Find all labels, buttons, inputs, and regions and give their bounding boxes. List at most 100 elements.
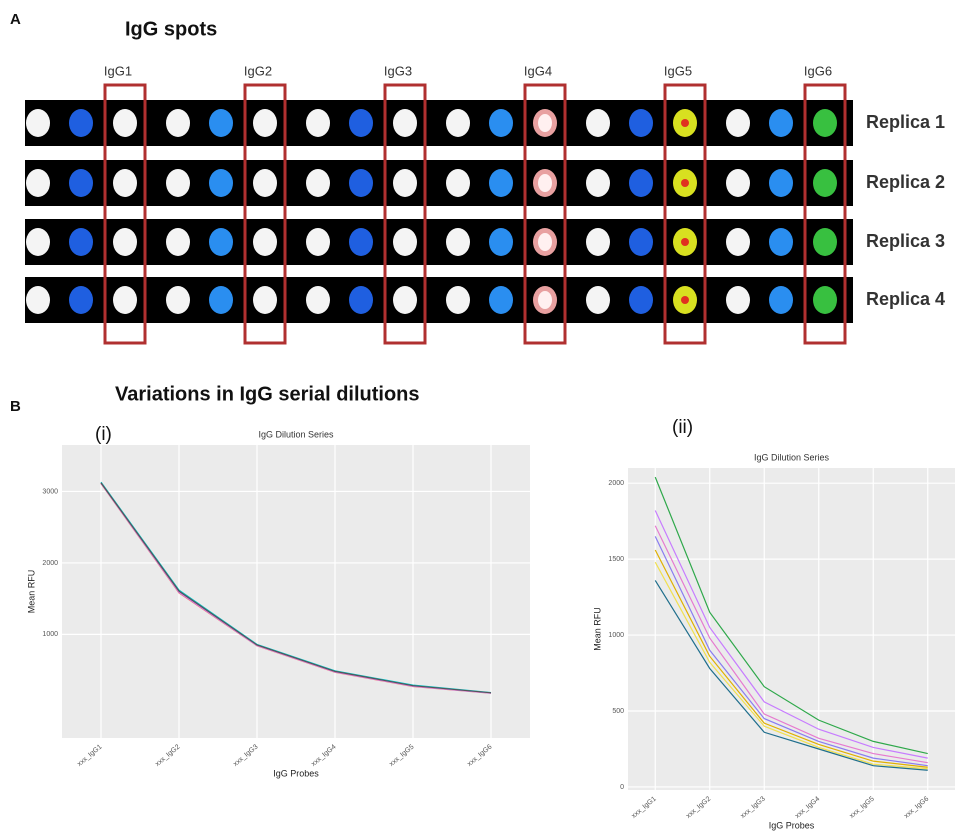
spot xyxy=(349,228,373,256)
spot xyxy=(393,228,417,256)
y-axis-label: Mean RFU xyxy=(26,570,36,614)
subpanel-label: (i) xyxy=(95,424,112,445)
spot xyxy=(113,286,137,314)
spot xyxy=(489,286,513,314)
spot xyxy=(166,286,190,314)
spot xyxy=(26,109,50,137)
x-tick-label: xxx_IgG3 xyxy=(232,744,259,768)
spot xyxy=(629,109,653,137)
y-tick-label: 3000 xyxy=(42,488,58,495)
x-tick-label: xxx_IgG5 xyxy=(849,796,876,820)
chart-title: IgG Dilution Series xyxy=(754,452,830,462)
spot xyxy=(393,169,417,197)
y-tick-label: 1500 xyxy=(608,556,624,563)
spot xyxy=(813,109,837,137)
y-axis-label: Mean RFU xyxy=(592,607,602,651)
spot xyxy=(446,169,470,197)
figure: A IgG spots B Variations in IgG serial d… xyxy=(0,0,958,833)
x-tick-label: xxx_IgG4 xyxy=(794,796,821,820)
probe-label: IgG1 xyxy=(104,63,132,78)
spot xyxy=(166,228,190,256)
plot-background xyxy=(62,445,530,738)
spot xyxy=(681,238,689,246)
y-tick-label: 1000 xyxy=(608,632,624,639)
spot xyxy=(26,228,50,256)
spot xyxy=(538,291,552,309)
x-axis-label: IgG Probes xyxy=(273,768,319,778)
replica-label: Replica 3 xyxy=(866,231,945,251)
spot xyxy=(726,228,750,256)
spot xyxy=(306,109,330,137)
spot xyxy=(69,286,93,314)
spot xyxy=(489,109,513,137)
spot xyxy=(393,109,417,137)
panel-label: B xyxy=(10,398,21,415)
spot xyxy=(446,109,470,137)
spot xyxy=(393,286,417,314)
spot xyxy=(769,169,793,197)
spot xyxy=(209,286,233,314)
plot-background xyxy=(628,468,955,790)
spot xyxy=(681,296,689,304)
x-tick-label: xxx_IgG2 xyxy=(685,796,712,820)
spot xyxy=(538,114,552,132)
spot xyxy=(253,109,277,137)
y-tick-label: 1000 xyxy=(42,631,58,638)
spot xyxy=(489,228,513,256)
spot xyxy=(813,169,837,197)
x-axis-label: IgG Probes xyxy=(769,820,815,830)
spot xyxy=(629,286,653,314)
replica-label: Replica 4 xyxy=(866,289,945,309)
panel-label: A xyxy=(10,11,21,28)
spot xyxy=(769,286,793,314)
y-tick-label: 0 xyxy=(620,784,624,791)
replica-label: Replica 1 xyxy=(866,112,945,132)
spot xyxy=(349,169,373,197)
x-tick-label: xxx_IgG5 xyxy=(388,744,415,768)
spot xyxy=(69,169,93,197)
spot xyxy=(681,179,689,187)
x-tick-label: xxx_IgG4 xyxy=(310,744,337,768)
spot xyxy=(769,228,793,256)
spot xyxy=(446,228,470,256)
spot xyxy=(349,109,373,137)
spot xyxy=(166,169,190,197)
spot xyxy=(113,169,137,197)
probe-label: IgG5 xyxy=(664,63,692,78)
spot xyxy=(586,228,610,256)
spot xyxy=(253,169,277,197)
spot xyxy=(489,169,513,197)
spot xyxy=(113,109,137,137)
spot xyxy=(681,119,689,127)
spot xyxy=(306,286,330,314)
spot xyxy=(538,174,552,192)
spot xyxy=(209,109,233,137)
y-tick-label: 2000 xyxy=(42,560,58,567)
probe-label: IgG6 xyxy=(804,63,832,78)
spot xyxy=(306,228,330,256)
x-tick-label: xxx_IgG3 xyxy=(740,796,767,820)
x-tick-label: xxx_IgG2 xyxy=(154,744,181,768)
spot xyxy=(306,169,330,197)
spot xyxy=(209,169,233,197)
spot xyxy=(726,286,750,314)
x-tick-label: xxx_IgG6 xyxy=(903,796,930,820)
spot xyxy=(586,286,610,314)
spot xyxy=(769,109,793,137)
y-tick-label: 2000 xyxy=(608,480,624,487)
spot xyxy=(26,169,50,197)
spot xyxy=(538,233,552,251)
x-tick-label: xxx_IgG6 xyxy=(466,744,493,768)
panel-title: IgG spots xyxy=(125,18,217,40)
spot xyxy=(253,228,277,256)
probe-label: IgG2 xyxy=(244,63,272,78)
spot xyxy=(586,169,610,197)
spot xyxy=(253,286,277,314)
spot xyxy=(726,169,750,197)
y-tick-label: 500 xyxy=(612,708,624,715)
x-tick-label: xxx_IgG1 xyxy=(76,744,103,768)
subpanel-label: (ii) xyxy=(672,417,693,438)
spot xyxy=(446,286,470,314)
spot xyxy=(726,109,750,137)
spot xyxy=(26,286,50,314)
